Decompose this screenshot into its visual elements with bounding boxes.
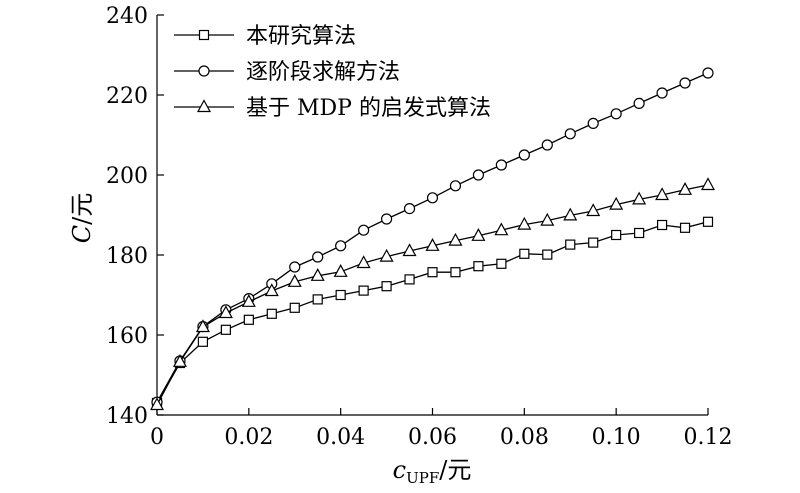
- square-marker: [289, 302, 300, 313]
- circle-marker: [426, 192, 439, 204]
- circle-marker: [633, 97, 645, 110]
- x-tick-label: 0.02: [224, 425, 273, 450]
- circle-marker: [289, 261, 301, 273]
- x-tick-label: 0: [150, 425, 164, 450]
- circle-marker: [495, 159, 507, 171]
- circle-marker: [518, 149, 530, 161]
- circle-marker: [312, 251, 324, 263]
- triangle-marker: [700, 177, 716, 191]
- square-marker: [220, 324, 231, 335]
- square-marker: [198, 29, 210, 41]
- square-marker: [634, 227, 645, 239]
- triangle-marker: [172, 354, 187, 367]
- square-marker: [679, 222, 691, 233]
- circle-marker: [541, 139, 553, 151]
- circle-marker: [449, 180, 462, 192]
- triangle-marker: [264, 283, 279, 297]
- series-triangle: [149, 177, 716, 411]
- legend-item: 基于 MDP 的启发式算法: [174, 96, 491, 121]
- triangle-marker: [632, 191, 647, 205]
- circle-marker: [472, 169, 485, 181]
- x-tick-label: 0.10: [592, 425, 641, 450]
- triangle-marker: [540, 212, 555, 226]
- triangle-marker: [655, 187, 670, 201]
- circle-marker: [702, 67, 714, 79]
- series-square: [151, 216, 714, 409]
- triangle-marker: [379, 248, 394, 262]
- y-tick-label: 160: [106, 324, 148, 349]
- square-marker: [243, 314, 254, 325]
- triangle-marker: [241, 294, 256, 307]
- series-layer: [149, 67, 716, 411]
- legend-label: 本研究算法: [246, 24, 356, 49]
- triangle-marker: [402, 243, 417, 257]
- square-marker: [450, 267, 461, 278]
- triangle-marker: [586, 203, 601, 217]
- y-axis-label: C/元: [68, 193, 96, 243]
- circle-marker: [380, 213, 393, 225]
- legend-item: 本研究算法: [174, 24, 356, 49]
- square-marker: [588, 237, 599, 248]
- circle-marker: [679, 77, 691, 89]
- circle-marker: [564, 128, 576, 140]
- square-marker: [197, 336, 209, 347]
- triangle-marker: [609, 196, 624, 210]
- x-tick-label: 0.06: [408, 425, 457, 450]
- square-marker: [312, 294, 323, 305]
- square-marker: [404, 274, 415, 285]
- axes: 140 160 180 200 220 240 0 0.02 0.04 0.06 0.08 0.10 0…: [106, 4, 732, 450]
- triangle-marker: [356, 255, 371, 269]
- triangle-marker: [471, 228, 486, 241]
- legend-label: 基于 MDP 的启发式算法: [246, 96, 491, 121]
- square-marker: [542, 249, 553, 260]
- x-tick-label: 0.12: [684, 425, 733, 450]
- square-marker: [266, 308, 277, 319]
- square-marker: [702, 216, 714, 227]
- series-line: [156, 72, 709, 403]
- square-marker: [427, 267, 438, 278]
- y-tick-label: 200: [106, 164, 148, 189]
- y-tick-label: 220: [106, 84, 148, 109]
- square-marker: [611, 229, 622, 241]
- square-marker: [565, 239, 576, 250]
- circle-marker: [403, 203, 416, 215]
- triangle-marker: [310, 268, 325, 281]
- legend-item: 逐阶段求解方法: [174, 60, 400, 85]
- y-tick-label: 140: [106, 404, 148, 429]
- triangle-marker: [494, 222, 509, 236]
- square-marker: [381, 281, 392, 292]
- square-marker: [473, 261, 484, 272]
- x-axis-label: cUPF/元: [393, 456, 472, 487]
- circle-marker: [656, 87, 668, 99]
- circle-marker: [587, 117, 599, 130]
- triangle-marker: [448, 232, 463, 246]
- y-tick-label: 180: [106, 244, 148, 269]
- square-marker: [358, 285, 369, 296]
- triangle-marker: [563, 207, 578, 221]
- triangle-marker: [149, 397, 165, 411]
- circle-marker: [610, 108, 622, 120]
- legend-label: 逐阶段求解方法: [246, 60, 400, 85]
- square-marker: [656, 219, 668, 231]
- circle-marker: [198, 65, 210, 77]
- triangle-marker: [517, 216, 532, 230]
- square-marker: [519, 248, 530, 259]
- square-marker: [335, 289, 346, 301]
- circle-marker: [358, 224, 370, 236]
- triangle-marker: [678, 182, 693, 195]
- triangle-marker: [333, 264, 348, 277]
- x-tick-label: 0.08: [500, 425, 549, 450]
- triangle-marker: [218, 305, 233, 319]
- triangle-marker: [195, 319, 210, 333]
- circle-marker: [335, 240, 347, 252]
- series-line: [156, 184, 709, 406]
- triangle-marker: [196, 99, 212, 113]
- square-marker: [496, 258, 507, 269]
- y-tick-label: 240: [106, 4, 148, 29]
- triangle-marker: [425, 238, 440, 251]
- triangle-marker: [287, 274, 302, 287]
- x-tick-label: 0.04: [316, 425, 365, 450]
